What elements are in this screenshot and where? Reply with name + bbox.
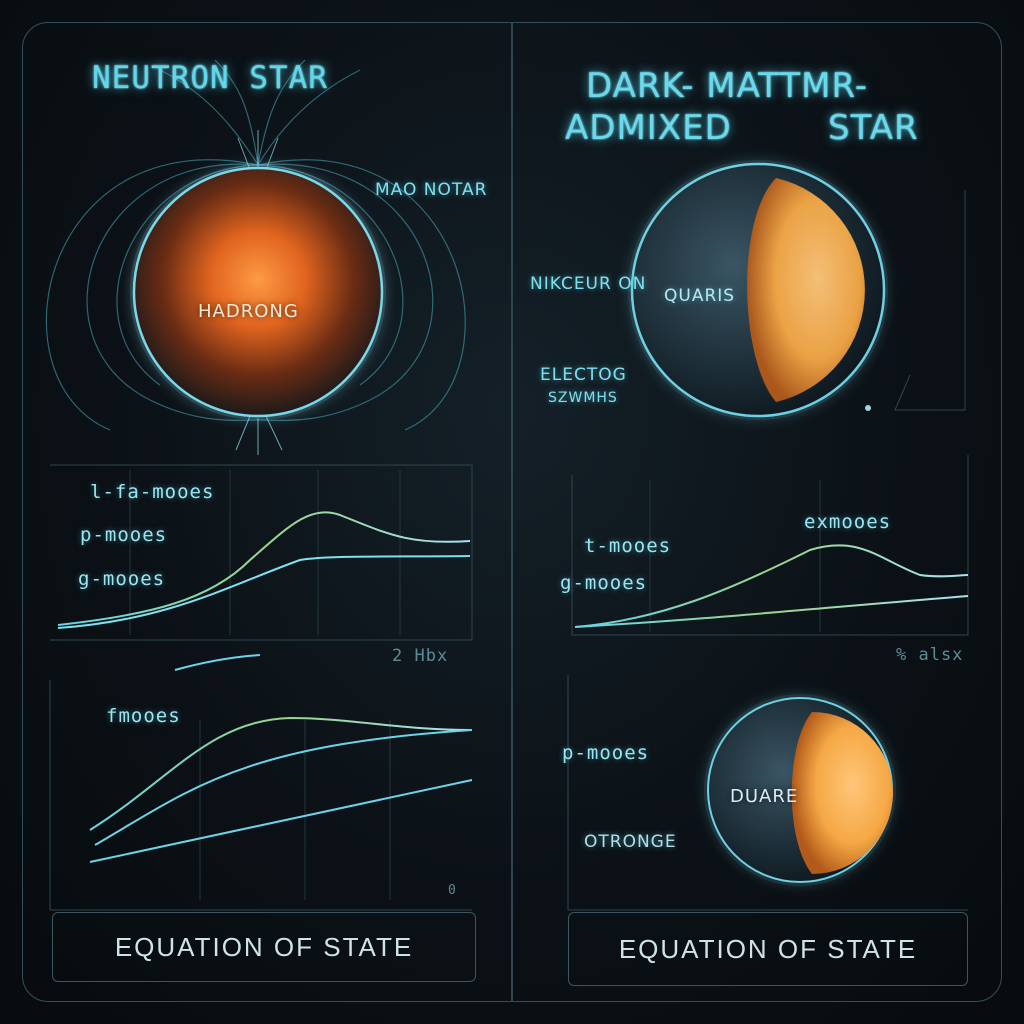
electron-label-line1: ELECTOG (540, 365, 627, 385)
neutron-star-sphere (132, 166, 384, 418)
left-mode-plot-1 (50, 464, 473, 671)
strange-label: OTRONGE (584, 832, 677, 852)
dm-star-title-line2: ADMIXED (565, 108, 732, 148)
small-star-core-label: DUARE (730, 786, 799, 807)
left-plot1-mode-1: l-fa-mooes (90, 481, 215, 503)
magnetar-label: MAO NOTAR (375, 180, 488, 200)
right-plot1-axis-note: % alsx (896, 645, 964, 665)
quark-label: QUARIS (664, 286, 736, 306)
right-eos-label: EQUATION OF STATE (618, 933, 918, 964)
left-plot1-axis-note: 2 Hbx (392, 646, 449, 666)
right-lower-mode-1: p-mooes (562, 742, 650, 764)
right-mode-plot-1 (571, 455, 969, 636)
left-plot2-axis-note: 0 (448, 883, 457, 898)
hadron-core-label: HADRONG (198, 301, 299, 322)
left-mode-plot-2 (49, 680, 473, 911)
center-divider (511, 22, 513, 1002)
small-star-core (791, 712, 893, 874)
dm-star-core (747, 178, 865, 402)
right-plot1-mode-2: t-mooes (584, 535, 672, 557)
right-plot1-mode-3: g-mooes (560, 572, 648, 594)
right-eos-box: EQUATION OF STATE (568, 912, 968, 986)
magnetic-field-lines (45, 59, 466, 431)
dm-star-title-line3: STAR (828, 108, 919, 148)
left-eos-label: EQUATION OF STATE (114, 931, 414, 962)
left-plot1-mode-2: p-mooes (80, 524, 168, 546)
nucleon-label: NIKCEUR ON (530, 274, 647, 294)
left-plot2-mode-1: fmooes (106, 705, 181, 727)
neutron-star-title: NEUTRON STAR (92, 60, 328, 96)
left-plot1-mode-3: g-mooes (78, 568, 166, 590)
dm-star-title-line1: DARK- MATTMR- (586, 66, 869, 106)
electron-label-line2: SZWMHS (548, 390, 618, 406)
right-plot1-mode-1: exmooes (804, 511, 892, 533)
left-eos-box: EQUATION OF STATE (52, 912, 476, 982)
